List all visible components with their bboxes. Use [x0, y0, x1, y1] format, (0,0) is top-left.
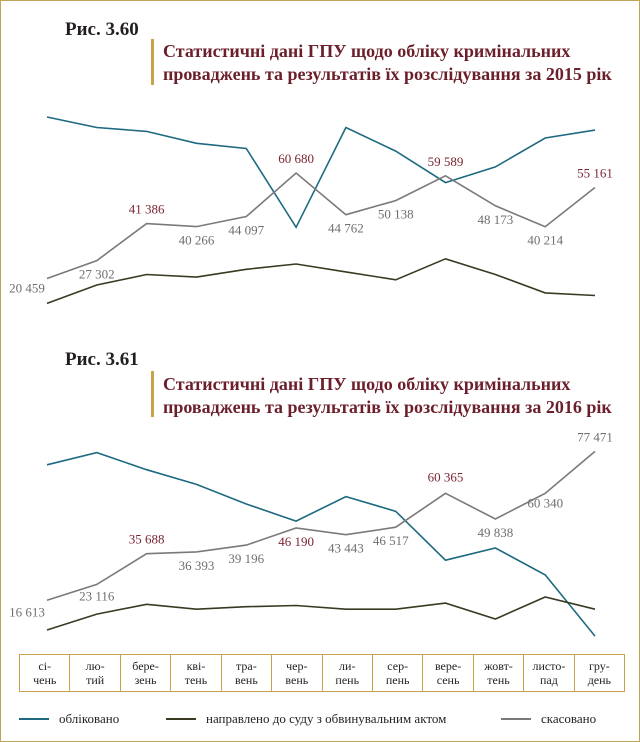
- data-label: 40 214: [527, 233, 563, 248]
- data-label: 49 838: [478, 525, 514, 540]
- month-label-part: чер-: [286, 659, 308, 673]
- legend-label-to-court: направлено до суду з обвинувальним актом: [206, 711, 447, 726]
- data-label: 44 762: [328, 221, 364, 236]
- month-label-part: кві-: [186, 659, 206, 673]
- month-cell: тра-вень: [222, 655, 273, 691]
- figure-title-2015-line-1: Статистичні дані ГПУ щодо обліку криміна…: [163, 41, 571, 61]
- figure-label-2015: Рис. 3.60: [65, 19, 139, 40]
- legend-item-to-court: направлено до суду з обвинувальним актом: [166, 711, 446, 727]
- month-label-part: пень: [335, 673, 360, 687]
- month-label-part: тий: [86, 673, 105, 687]
- legend: обліковано направлено до суду з обвинува…: [1, 711, 639, 731]
- data-label: 50 138: [378, 207, 414, 222]
- data-label: 20 459: [9, 281, 45, 296]
- data-label: 44 097: [228, 223, 264, 238]
- month-label-part: день: [587, 673, 612, 687]
- data-label: 35 688: [129, 532, 165, 547]
- figure-label-2016: Рис. 3.61: [65, 349, 139, 370]
- month-label-part: сер-: [387, 659, 409, 673]
- series-line-closed-2015: [46, 171, 596, 280]
- month-cell: бере-зень: [121, 655, 172, 691]
- month-cell: вере-сень: [423, 655, 474, 691]
- data-label: 48 173: [478, 212, 514, 227]
- month-label-part: зень: [134, 673, 157, 687]
- data-label: 41 386: [129, 202, 165, 217]
- month-label-part: тень: [487, 673, 510, 687]
- data-label: 60 340: [527, 495, 563, 510]
- month-label-part: сень: [436, 673, 460, 687]
- data-label: 43 443: [328, 541, 364, 556]
- month-cell: лю-тий: [70, 655, 121, 691]
- data-label: 60 680: [278, 151, 314, 166]
- month-cell: жовт-тень: [474, 655, 525, 691]
- data-label: 46 517: [373, 533, 409, 548]
- series-line-to_court-2016: [46, 596, 596, 631]
- month-label-part: сі-: [38, 659, 52, 673]
- figure-title-2016-line-2: проваджень та результатів їх розслідуван…: [163, 397, 612, 417]
- month-label-part: чень: [33, 673, 57, 687]
- month-cell: кві-тень: [171, 655, 222, 691]
- legend-item-closed: скасовано: [501, 711, 596, 727]
- month-label-part: вень: [285, 673, 309, 687]
- legend-label-registered: обліковано: [59, 711, 120, 726]
- legend-swatch-to-court: [166, 718, 196, 720]
- month-cell: чер-вень: [272, 655, 323, 691]
- legend-swatch-registered: [19, 718, 49, 720]
- month-label-part: вере-: [434, 659, 462, 673]
- month-cell: листо-пад: [524, 655, 575, 691]
- month-cell: сер-пень: [373, 655, 424, 691]
- charts-svg: 20 459 27 302 41 386 40 266 44 097 60 680 44 7…: [9, 116, 613, 637]
- figure-title-2015: Статистичні дані ГПУ щодо обліку криміна…: [163, 40, 612, 86]
- month-label-part: пень: [385, 673, 410, 687]
- title-accent-bar-2015: [151, 39, 154, 85]
- data-label: 36 393: [179, 558, 215, 573]
- figure-title-2015-line-2: проваджень та результатів їх розслідуван…: [163, 64, 612, 84]
- legend-item-registered: обліковано: [19, 711, 119, 727]
- data-label: 16 613: [9, 604, 45, 619]
- month-label-part: гру-: [588, 659, 610, 673]
- month-label-part: бере-: [132, 659, 159, 673]
- data-label: 27 302: [79, 267, 115, 282]
- figure-title-2016: Статистичні дані ГПУ щодо обліку криміна…: [163, 373, 612, 419]
- month-label-part: ли-: [339, 659, 356, 673]
- data-label: 39 196: [228, 551, 264, 566]
- month-label-part: тра-: [236, 659, 257, 673]
- month-axis-table: сі-чень лю-тий бере-зень кві-тень тра-вень че…: [19, 654, 625, 692]
- legend-label-closed: скасовано: [541, 711, 597, 726]
- data-label: 40 266: [179, 233, 215, 248]
- month-label-part: тень: [184, 673, 208, 687]
- data-label: 60 365: [428, 469, 464, 484]
- month-label-part: листо-: [532, 659, 566, 673]
- legend-swatch-closed: [501, 718, 531, 720]
- data-label: 55 161: [577, 166, 613, 181]
- month-cell: сі-чень: [20, 655, 71, 691]
- month-cell: гру-день: [575, 655, 624, 691]
- month-cell: ли-пень: [323, 655, 373, 691]
- month-label-part: пад: [540, 673, 558, 687]
- month-label-part: вень: [234, 673, 258, 687]
- figure-title-2016-line-1: Статистичні дані ГПУ щодо обліку криміна…: [163, 374, 571, 394]
- series-line-registered-2015: [46, 116, 596, 229]
- data-label: 46 190: [278, 534, 314, 549]
- series-line-to_court-2015: [46, 257, 596, 305]
- data-label: 23 116: [79, 588, 115, 603]
- series-line-registered-2016: [46, 451, 596, 637]
- data-label: 59 589: [428, 154, 464, 169]
- title-accent-bar-2016: [151, 371, 154, 417]
- data-label: 77 471: [577, 429, 613, 444]
- series-line-closed-2016: [46, 450, 596, 602]
- month-label-part: лю-: [85, 659, 105, 673]
- month-label-part: жовт-: [484, 659, 513, 673]
